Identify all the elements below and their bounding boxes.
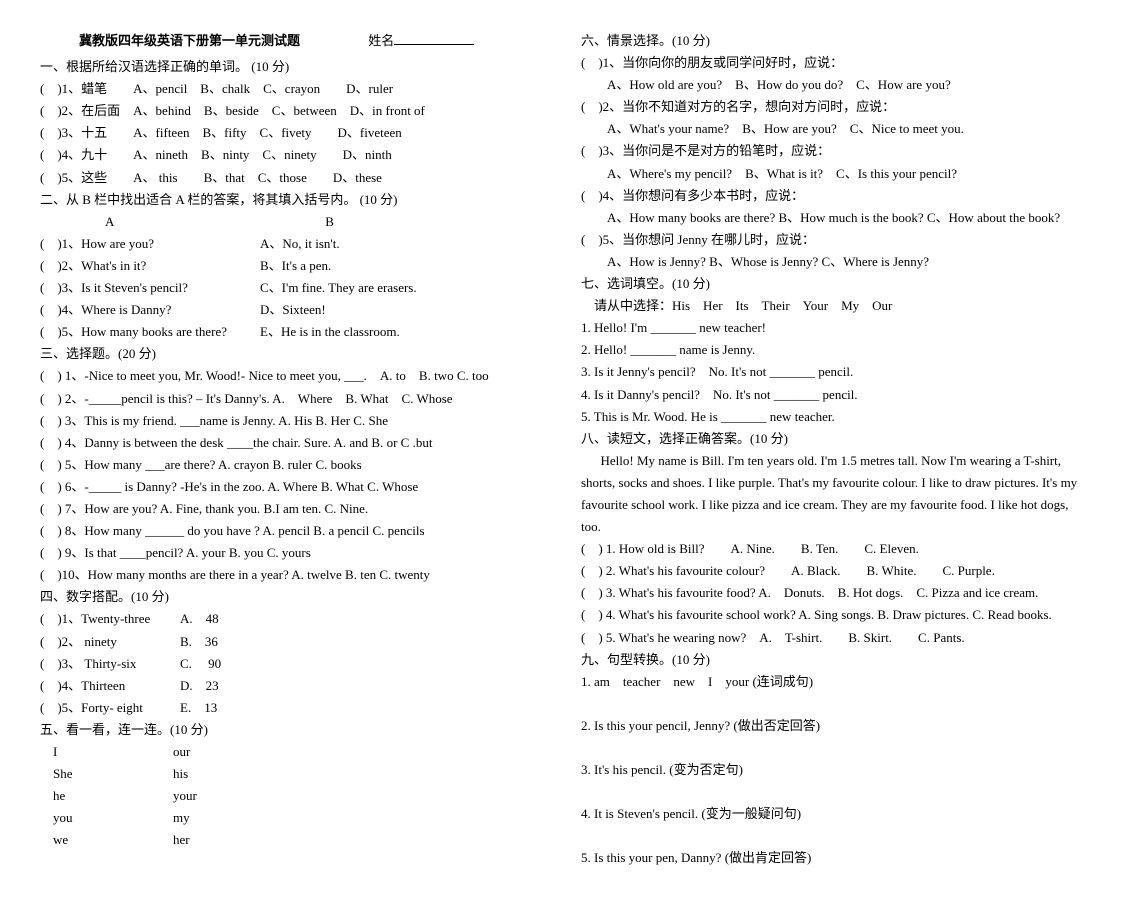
col-a: A bbox=[105, 211, 205, 233]
s5-row: youmy bbox=[40, 807, 541, 829]
section-9-heading: 九、句型转换。(10 分) bbox=[581, 649, 1082, 671]
section-8-heading: 八、读短文，选择正确答案。(10 分) bbox=[581, 428, 1082, 450]
title-line: 冀教版四年级英语下册第一单元测试题 姓名 bbox=[40, 30, 541, 52]
s9-item: 1. am teacher new I your (连词成句) bbox=[581, 671, 1082, 693]
s4-row: ( )3、 Thirty-sixC. 90 bbox=[40, 653, 541, 675]
s4-row: ( )1、Twenty-threeA. 48 bbox=[40, 608, 541, 630]
s6-item: A、What's your name? B、How are you? C、Nic… bbox=[581, 118, 1082, 140]
s6-item: ( )5、当你想问 Jenny 在哪儿时，应说： bbox=[581, 229, 1082, 251]
section-6-heading: 六、情景选择。(10 分) bbox=[581, 30, 1082, 52]
s7-bank: 请从中选择：His Her Its Their Your My Our bbox=[581, 295, 1082, 317]
section-1-heading: 一、根据所给汉语选择正确的单词。 (10 分) bbox=[40, 56, 541, 78]
section-2-heading: 二、从 B 栏中找出适合 A 栏的答案，将其填入括号内。 (10 分) bbox=[40, 189, 541, 211]
s2-row: ( )5、How many books are there?E、He is in… bbox=[40, 321, 541, 343]
s3-item: ( ) 4、Danny is between the desk ____the … bbox=[40, 432, 541, 454]
s4-row: ( )2、 ninetyB. 36 bbox=[40, 631, 541, 653]
section-5-heading: 五、看一看，连一连。(10 分) bbox=[40, 719, 541, 741]
s2-row: ( )3、Is it Steven's pencil?C、I'm fine. T… bbox=[40, 277, 541, 299]
s3-item: ( ) 3、This is my friend. ___name is Jenn… bbox=[40, 410, 541, 432]
s5-row: Shehis bbox=[40, 763, 541, 785]
s6-item: A、Where's my pencil? B、What is it? C、Is … bbox=[581, 163, 1082, 185]
s4-row: ( )4、ThirteenD. 23 bbox=[40, 675, 541, 697]
s3-item: ( ) 2、-_____pencil is this? – It's Danny… bbox=[40, 388, 541, 410]
s7-item: 3. Is it Jenny's pencil? No. It's not __… bbox=[581, 361, 1082, 383]
s6-item: A、How many books are there? B、How much i… bbox=[581, 207, 1082, 229]
s3-item: ( ) 8、How many ______ do you have ? A. p… bbox=[40, 520, 541, 542]
col-b: B bbox=[325, 214, 334, 229]
s9-item: 5. Is this your pen, Danny? (做出肯定回答) bbox=[581, 847, 1082, 869]
s4-row: ( )5、Forty- eightE. 13 bbox=[40, 697, 541, 719]
s7-item: 2. Hello! _______ name is Jenny. bbox=[581, 339, 1082, 361]
s6-item: ( )2、当你不知道对方的名字，想向对方问时，应说： bbox=[581, 96, 1082, 118]
s8-item: ( ) 4. What's his favourite school work?… bbox=[581, 604, 1082, 626]
s3-item: ( ) 7、How are you? A. Fine, thank you. B… bbox=[40, 498, 541, 520]
s6-item: A、How is Jenny? B、Whose is Jenny? C、Wher… bbox=[581, 251, 1082, 273]
s8-item: ( ) 5. What's he wearing now? A. T-shirt… bbox=[581, 627, 1082, 649]
s8-item: ( ) 2. What's his favourite colour? A. B… bbox=[581, 560, 1082, 582]
exam-page: 冀教版四年级英语下册第一单元测试题 姓名 一、根据所给汉语选择正确的单词。 (1… bbox=[40, 30, 1082, 870]
name-blank[interactable] bbox=[394, 44, 474, 45]
s9-blank[interactable] bbox=[581, 737, 1082, 759]
s3-item: ( ) 6、-_____ is Danny? -He's in the zoo.… bbox=[40, 476, 541, 498]
s1-item: ( )5、这些 A、 this B、that C、those D、these bbox=[40, 167, 541, 189]
section-7-heading: 七、选词填空。(10 分) bbox=[581, 273, 1082, 295]
s9-blank[interactable] bbox=[581, 825, 1082, 847]
s1-item: ( )4、九十 A、nineth B、ninty C、ninety D、nint… bbox=[40, 144, 541, 166]
s2-header: A B bbox=[40, 211, 541, 233]
s1-item: ( )3、十五 A、fifteen B、fifty C、fivety D、fiv… bbox=[40, 122, 541, 144]
s5-row: heyour bbox=[40, 785, 541, 807]
s6-item: ( )1、当你向你的朋友或同学问好时，应说： bbox=[581, 52, 1082, 74]
s8-item: ( ) 1. How old is Bill? A. Nine. B. Ten.… bbox=[581, 538, 1082, 560]
s5-row: weher bbox=[40, 829, 541, 851]
s3-item: ( ) 5、How many ___are there? A. crayon B… bbox=[40, 454, 541, 476]
section-4-heading: 四、数字搭配。(10 分) bbox=[40, 586, 541, 608]
s3-item: ( ) 1、-Nice to meet you, Mr. Wood!- Nice… bbox=[40, 365, 541, 387]
section-3-heading: 三、选择题。(20 分) bbox=[40, 343, 541, 365]
s9-blank[interactable] bbox=[581, 781, 1082, 803]
s1-item: ( )1、蜡笔 A、pencil B、chalk C、crayon D、rule… bbox=[40, 78, 541, 100]
s2-row: ( )2、What's in it?B、It's a pen. bbox=[40, 255, 541, 277]
s8-passage: Hello! My name is Bill. I'm ten years ol… bbox=[581, 450, 1082, 538]
s3-item: ( ) 9、Is that ____pencil? A. your B. you… bbox=[40, 542, 541, 564]
s2-row: ( )1、How are you?A、No, it isn't. bbox=[40, 233, 541, 255]
s8-item: ( ) 3. What's his favourite food? A. Don… bbox=[581, 582, 1082, 604]
s9-item: 2. Is this your pencil, Jenny? (做出否定回答) bbox=[581, 715, 1082, 737]
s6-item: ( )3、当你问是不是对方的铅笔时，应说： bbox=[581, 140, 1082, 162]
s5-row: Iour bbox=[40, 741, 541, 763]
s7-item: 4. Is it Danny's pencil? No. It's not __… bbox=[581, 384, 1082, 406]
s9-item: 4. It is Steven's pencil. (变为一般疑问句) bbox=[581, 803, 1082, 825]
s1-item: ( )2、在后面 A、behind B、beside C、between D、i… bbox=[40, 100, 541, 122]
exam-title: 冀教版四年级英语下册第一单元测试题 bbox=[79, 33, 300, 48]
s6-item: ( )4、当你想问有多少本书时，应说： bbox=[581, 185, 1082, 207]
s9-item: 3. It's his pencil. (变为否定句) bbox=[581, 759, 1082, 781]
s9-blank[interactable] bbox=[581, 693, 1082, 715]
s7-item: 1. Hello! I'm _______ new teacher! bbox=[581, 317, 1082, 339]
name-label: 姓名 bbox=[368, 33, 394, 48]
s3-item: ( )10、How many months are there in a yea… bbox=[40, 564, 541, 586]
s6-item: A、How old are you? B、How do you do? C、Ho… bbox=[581, 74, 1082, 96]
s2-row: ( )4、Where is Danny?D、Sixteen! bbox=[40, 299, 541, 321]
s7-item: 5. This is Mr. Wood. He is _______ new t… bbox=[581, 406, 1082, 428]
